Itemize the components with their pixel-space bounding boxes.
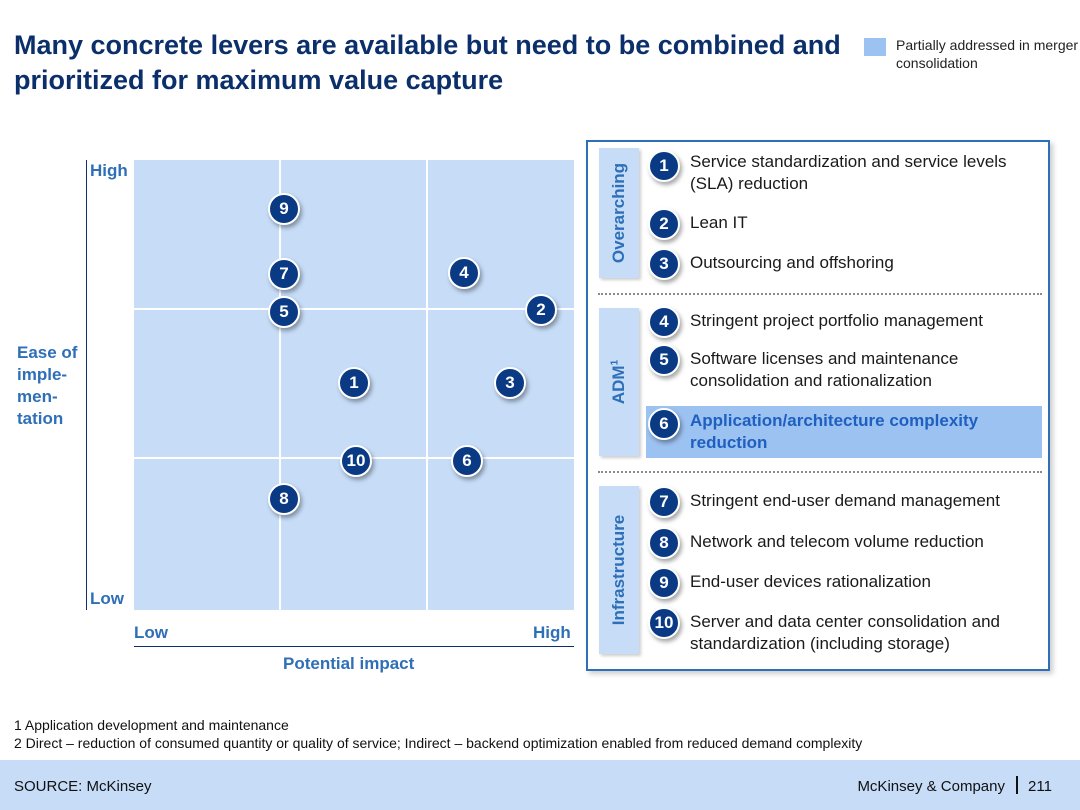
matrix-bubble: 10 [340,445,372,477]
lever-number: 7 [648,486,680,518]
category-overarching: Overarching [599,148,639,278]
lever-text: Outsourcing and offshoring [690,253,894,272]
lever-number: 2 [648,208,680,240]
x-axis-line [134,646,574,647]
lever-number: 6 [648,408,680,440]
y-axis-title-line: imple- [17,365,68,384]
lever-text: Stringent end-user demand management [690,491,1000,510]
matrix-bubble: 3 [494,367,526,399]
impact-ease-matrix: 9 7 4 5 2 1 3 10 6 8 [134,160,574,610]
category-label: ADM1 [609,359,628,405]
lever-number: 9 [648,567,680,599]
company-name: McKinsey & Company [857,778,1005,795]
y-axis-title-line: men- [17,387,58,406]
legend: Partially addressed in merger consolidat… [864,36,1080,72]
grid-line [134,308,574,310]
x-axis-title: Potential impact [283,654,415,673]
lever-number: 3 [648,248,680,280]
lever-text: Network and telecom volume reduction [690,532,984,551]
lever-text: Server and data center consolidation and… [690,612,1000,653]
matrix-bubble: 9 [268,193,300,225]
x-axis-low-label: Low [134,623,168,642]
footnote-mark: 1 [609,359,621,366]
lever-text: Lean IT [690,213,748,232]
footnote: 2 Direct – reduction of consumed quantit… [14,735,863,751]
source-label: SOURCE: McKinsey [14,778,152,795]
legend-swatch [864,38,886,56]
matrix-bubble: 6 [451,445,483,477]
lever-text: End-user devices rationalization [690,572,931,591]
category-label: Infrastructure [609,514,628,626]
category-infrastructure: Infrastructure [599,486,639,654]
lever-item: 5 Software licenses and maintenance cons… [646,344,1042,392]
lever-text: Application/architecture complexity redu… [690,411,979,452]
lever-text: Software licenses and maintenance consol… [690,349,959,390]
lever-item: 2 Lean IT [646,208,1042,240]
y-axis-high-label: High [90,161,128,180]
category-adm: ADM1 [599,308,639,456]
x-axis-high-label: High [533,623,571,642]
lever-item-highlighted: 6 Application/architecture complexity re… [646,406,1042,458]
lever-text: Service standardization and service leve… [690,152,1007,193]
y-axis-line [86,160,87,610]
lever-item: 1 Service standardization and service le… [646,148,1042,194]
y-axis-title: Ease of imple- men- tation [17,342,77,430]
lever-text: Stringent project portfolio management [690,311,983,330]
lever-number: 5 [648,344,680,376]
footer-divider [1016,776,1018,794]
matrix-bubble: 7 [268,258,300,290]
y-axis-low-label: Low [90,589,124,608]
matrix-bubble: 5 [268,296,300,328]
lever-item: 8 Network and telecom volume reduction [646,527,1042,559]
lever-item: 3 Outsourcing and offshoring [646,248,1042,280]
slide-title: Many concrete levers are available but n… [14,30,841,95]
matrix-bubble: 8 [268,483,300,515]
category-label: Overarching [609,162,628,264]
y-axis-title-line: Ease of [17,343,78,362]
levers-panel: Overarching ADM1 Infrastructure 1 Servic… [586,140,1050,671]
section-divider [598,471,1042,473]
matrix-bubble: 2 [525,294,557,326]
footer-bar: SOURCE: McKinsey McKinsey & Company 211 [0,760,1080,810]
matrix-bubble: 1 [338,367,370,399]
y-axis-title-line: tation [17,409,64,428]
section-divider [598,293,1042,295]
lever-number: 1 [648,150,680,182]
legend-label: Partially addressed in merger consolidat… [896,37,1079,71]
lever-item: 4 Stringent project portfolio management [646,306,1042,338]
footnotes: 1 Application development and maintenanc… [14,716,862,752]
page-number: 211 [1028,778,1052,795]
grid-line [426,160,428,610]
footnote: 1 Application development and maintenanc… [14,717,289,733]
lever-number: 10 [648,607,680,639]
lever-number: 4 [648,306,680,338]
grid-line [279,160,281,610]
lever-item: 10 Server and data center consolidation … [646,607,1042,657]
lever-item: 9 End-user devices rationalization [646,567,1042,599]
lever-number: 8 [648,527,680,559]
lever-item: 7 Stringent end-user demand management [646,486,1042,518]
matrix-bubble: 4 [448,257,480,289]
